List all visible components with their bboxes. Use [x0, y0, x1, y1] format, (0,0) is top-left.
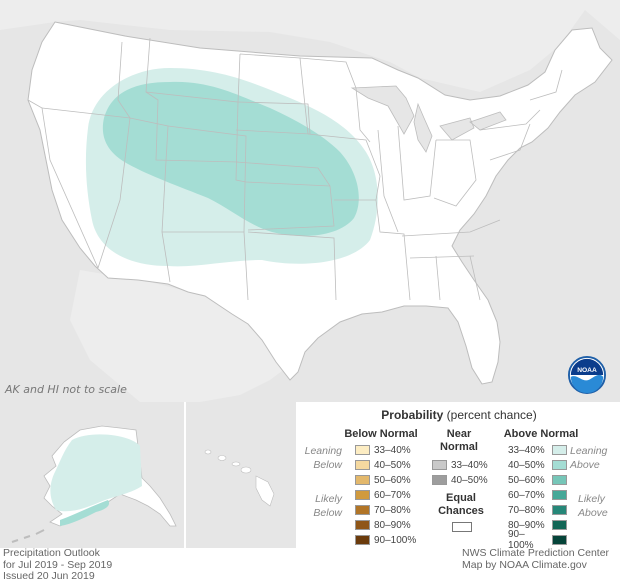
legend-below-swatch — [355, 535, 370, 545]
legend-below-label: 50–60% — [374, 474, 411, 486]
legend-above-row: 90–100% — [508, 529, 571, 551]
legend-below-row: 90–100% — [355, 534, 416, 546]
state-borders — [27, 37, 563, 301]
legend-below-label: 40–50% — [374, 459, 411, 471]
legend-above-label: 80–90% — [508, 519, 545, 531]
legend-below-swatch — [355, 490, 370, 500]
legend-below-swatch — [355, 505, 370, 515]
above-40-50-region — [102, 81, 359, 236]
hawaii-map — [204, 449, 275, 507]
alaska-inset — [0, 402, 184, 548]
legend-below-swatch — [355, 460, 370, 470]
great-lakes — [350, 85, 507, 153]
legend-below-label: 33–40% — [374, 444, 411, 456]
near-normal-header-1: Near — [446, 428, 472, 440]
equal-chances-label: Equal Chances — [438, 492, 484, 517]
legend-above-swatch — [552, 475, 567, 485]
legend-below-swatch — [355, 520, 370, 530]
legend-near-label: 40–50% — [451, 474, 488, 486]
canada-land — [0, 0, 620, 92]
legend-below-row: 80–90% — [355, 519, 411, 531]
legend-above-label: 60–70% — [508, 489, 545, 501]
legend-title-rest: (percent chance) — [443, 408, 537, 422]
conus-map — [0, 0, 620, 402]
leaning-above-label: Leaning Above — [570, 445, 608, 471]
below-normal-header: Below Normal — [344, 428, 418, 440]
legend-above-row: 50–60% — [508, 474, 571, 486]
credits: NWS Climate Prediction Center Map by NOA… — [462, 547, 610, 571]
legend-title: Probability (percent chance) — [298, 408, 620, 422]
leaning-below-label: Leaning Below — [304, 445, 342, 471]
legend-below-label: 70–80% — [374, 504, 411, 516]
legend-below-row: 40–50% — [355, 459, 411, 471]
legend-above-row: 80–90% — [508, 519, 571, 531]
legend-below-row: 50–60% — [355, 474, 411, 486]
legend-above-row: 60–70% — [508, 489, 571, 501]
legend-above-swatch — [552, 535, 567, 545]
legend: Probability (percent chance) Below Norma… — [298, 402, 620, 551]
legend-above-label: 40–50% — [508, 459, 545, 471]
alaska-leaning-above — [50, 434, 142, 512]
equal-chances-swatch — [452, 522, 472, 532]
legend-near-swatch — [432, 460, 447, 470]
legend-above-row: 70–80% — [508, 504, 571, 516]
legend-above-swatch — [552, 460, 567, 470]
legend-title-bold: Probability — [381, 408, 444, 422]
aleutian-islands — [11, 529, 45, 543]
legend-near-label: 33–40% — [451, 459, 488, 471]
credit-cpc: NWS Climate Prediction Center — [462, 547, 610, 559]
near-normal-header: Near Normal — [434, 428, 484, 454]
legend-above-label: 33–40% — [508, 444, 545, 456]
legend-below-row: 33–40% — [355, 444, 411, 456]
near-normal-header-2: Normal — [440, 441, 478, 453]
scale-note: AK and HI not to scale — [5, 383, 127, 396]
noaa-logo-icon: NOAA — [568, 356, 606, 394]
hawaii-inset — [186, 402, 296, 548]
legend-above-row: 33–40% — [508, 444, 571, 456]
legend-above-swatch — [552, 445, 567, 455]
outlook-title: Precipitation Outlook — [3, 547, 100, 559]
legend-below-row: 60–70% — [355, 489, 411, 501]
legend-above-swatch — [552, 505, 567, 515]
legend-above-swatch — [552, 490, 567, 500]
likely-above-label: Likely Above — [578, 493, 608, 519]
outlook-period: for Jul 2019 - Sep 2019 — [3, 558, 113, 571]
legend-above-label: 90–100% — [508, 529, 534, 551]
above-normal-header: Above Normal — [503, 428, 579, 440]
noaa-logo-text: NOAA — [577, 367, 597, 374]
likely-below-label: Likely Below — [313, 493, 342, 519]
alaska-map — [11, 425, 177, 543]
legend-above-row: 40–50% — [508, 459, 571, 471]
legend-below-label: 80–90% — [374, 519, 411, 531]
legend-below-row: 70–80% — [355, 504, 411, 516]
legend-below-swatch — [355, 445, 370, 455]
legend-below-label: 60–70% — [374, 489, 411, 501]
legend-near-row: 40–50% — [432, 474, 488, 486]
legend-near-row: 33–40% — [432, 459, 488, 471]
legend-below-swatch — [355, 475, 370, 485]
legend-below-label: 90–100% — [374, 534, 417, 546]
alaska-above-40-50 — [60, 500, 110, 526]
credit-map: Map by NOAA Climate.gov — [462, 558, 587, 571]
legend-above-label: 50–60% — [508, 474, 545, 486]
legend-above-label: 70–80% — [508, 504, 545, 516]
legend-near-swatch — [432, 475, 447, 485]
legend-above-swatch — [552, 520, 567, 530]
outlook-issued: Issued 20 Jun 2019 — [3, 570, 95, 582]
outlook-info: Precipitation Outlook for Jul 2019 - Sep… — [3, 547, 113, 583]
